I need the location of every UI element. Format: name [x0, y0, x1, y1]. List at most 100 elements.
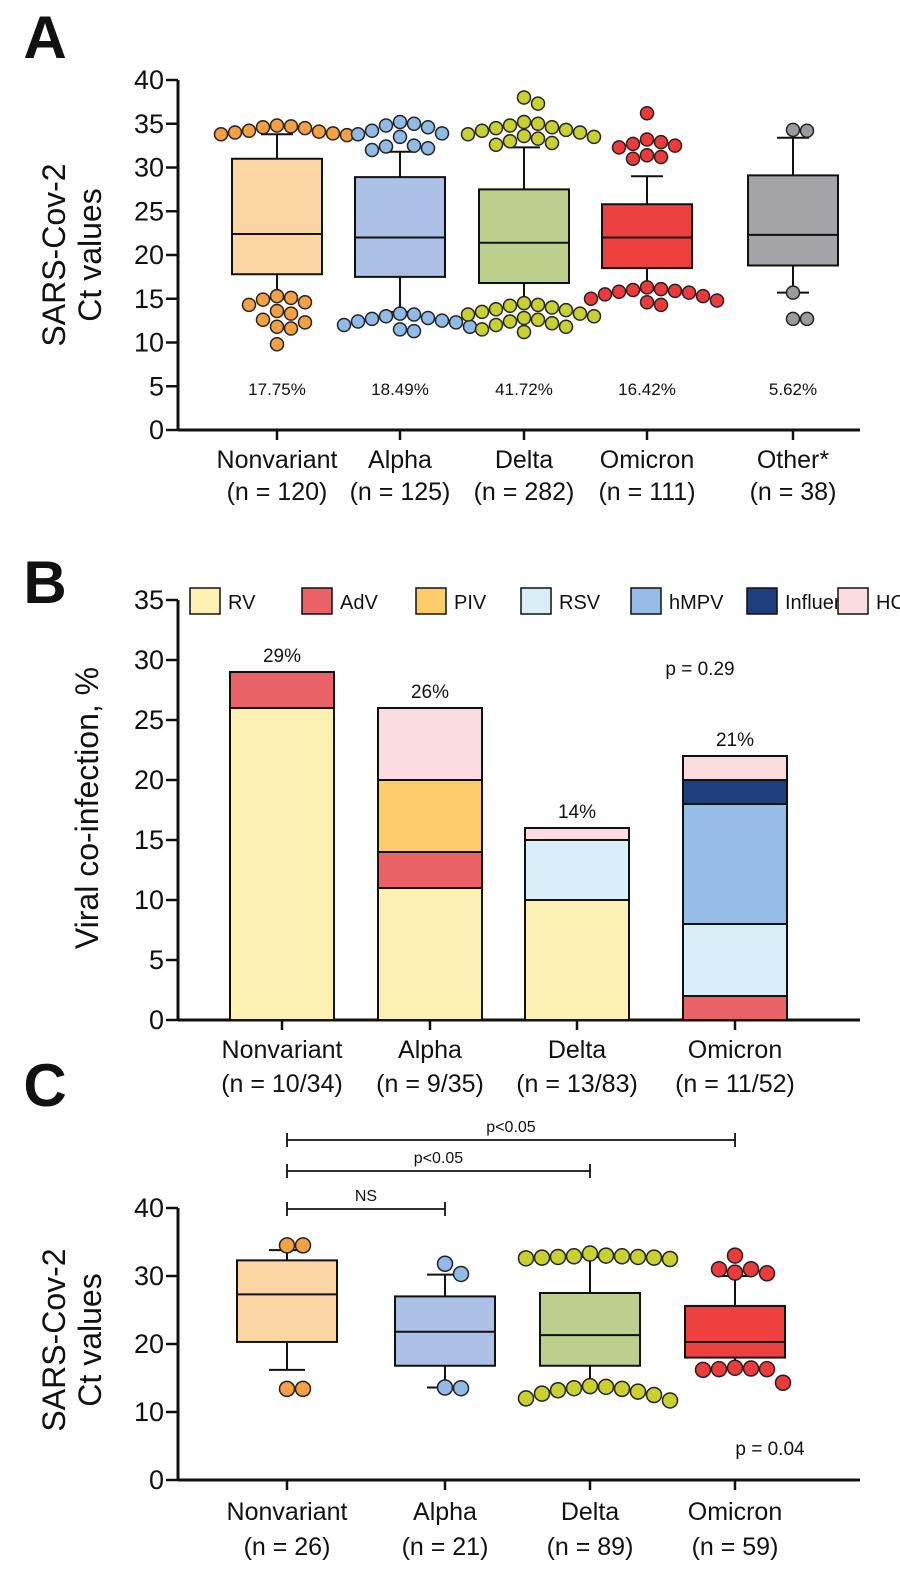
panel-label: A [23, 4, 66, 71]
box-alpha [394, 1255, 496, 1397]
outlier-point [565, 1248, 583, 1265]
outlier-point [297, 295, 313, 310]
x-category-label: Nonvariant [227, 1498, 348, 1526]
outlier-point [549, 1248, 567, 1266]
outlier-point [653, 134, 669, 150]
y-tick-label: 25 [134, 196, 164, 226]
outlier-point [530, 297, 546, 313]
bar-segment-adv [377, 851, 483, 889]
outlier-point [799, 311, 815, 327]
bar-total-label: 14% [558, 802, 596, 823]
box-iqr [747, 174, 839, 267]
outlier-point [364, 311, 380, 327]
x-category-n-label: (n = 38) [750, 478, 837, 506]
outlier-point [502, 314, 518, 329]
outlier-point [297, 120, 313, 136]
outlier-point [710, 1260, 728, 1278]
box-alpha [336, 114, 478, 339]
legend-swatch [301, 587, 333, 615]
bar-segment-hmpv [682, 803, 788, 925]
panel-label: B [23, 549, 66, 616]
bar-segment-hcov [524, 827, 630, 841]
outlier-point [653, 297, 669, 313]
outlier-point [645, 1386, 663, 1404]
outlier-point [434, 313, 450, 328]
outlier-point [502, 134, 518, 149]
outlier-point [278, 1380, 296, 1398]
y-tick-label: 35 [134, 585, 164, 615]
outlier-point [799, 123, 815, 138]
outlier-point [758, 1360, 776, 1378]
legend-label: PIV [454, 592, 487, 614]
bar-alpha [377, 707, 483, 1021]
outlier-point [488, 302, 504, 317]
outlier-point [758, 1265, 776, 1282]
p-value-annotation: p = 0.29 [665, 659, 734, 680]
outlier-point [283, 290, 299, 306]
outlier-point [269, 319, 285, 334]
outlier-point [502, 118, 518, 133]
outlier-point [625, 151, 641, 166]
y-tick-label: 15 [134, 825, 164, 855]
outlier-point [294, 1237, 312, 1254]
legend-label: AdV [340, 592, 378, 614]
outlier-point [325, 126, 341, 141]
bar-segment-adv [682, 995, 788, 1021]
bar-segment-influenza [682, 779, 788, 805]
y-tick-label: 10 [134, 328, 164, 358]
outlier-point [572, 125, 588, 140]
outlier-point [406, 323, 422, 339]
outlier-point [586, 309, 602, 324]
outlier-point [311, 124, 327, 139]
outlier-point [653, 281, 669, 297]
outlier-point [565, 1379, 583, 1397]
legend-item-rsv: RSV [520, 587, 601, 615]
x-category-n-label: (n = 111) [598, 478, 695, 506]
bar-total-label: 26% [411, 682, 449, 703]
x-category-n-label: (n = 120) [227, 478, 328, 506]
outlier-point [241, 297, 257, 313]
outlier-point [695, 288, 711, 304]
outlier-point [452, 1379, 470, 1397]
y-tick-label: 0 [149, 1005, 164, 1035]
outlier-point [549, 1381, 567, 1399]
percent-label: 5.62% [769, 380, 817, 399]
outlier-point [530, 96, 546, 111]
y-axis-label-line: Ct values [72, 1273, 108, 1406]
outlier-point [516, 324, 532, 340]
outlier-point [364, 142, 380, 158]
legend-swatch [746, 587, 778, 615]
outlier-point [639, 295, 655, 310]
y-tick-label: 35 [134, 109, 164, 139]
bar-segment-rv [229, 707, 335, 1021]
bracket-label: p<0.05 [414, 1150, 463, 1167]
legend-item-rv: RV [189, 587, 256, 615]
outlier-point [581, 1245, 599, 1262]
outlier-point [392, 322, 408, 337]
outlier-point [278, 1237, 296, 1254]
x-category-label: Delta [495, 446, 553, 474]
outlier-point [378, 309, 394, 324]
box-delta [460, 90, 602, 340]
significance-bracket: NS [286, 1188, 446, 1216]
outlier-point [558, 122, 574, 138]
outlier-point [726, 1359, 744, 1377]
outlier-point [611, 284, 627, 299]
p-value-annotation: p = 0.04 [735, 1439, 805, 1460]
bar-total-label: 21% [716, 730, 754, 751]
outlier-point [378, 139, 394, 154]
outlier-point [530, 131, 546, 146]
bar-total-label: 29% [263, 646, 301, 667]
outlier-point [452, 1265, 470, 1283]
outlier-point [533, 1249, 551, 1266]
legend: RVAdVPIVRSVhMPVInfluenzaHCoV [189, 587, 900, 615]
bar-segment-rsv [524, 839, 630, 901]
outlier-point [406, 138, 422, 153]
outlier-point [661, 1392, 679, 1409]
bar-nonvariant [229, 671, 335, 1021]
percent-label: 17.75% [248, 380, 306, 399]
x-category-n-label: (n = 125) [350, 478, 451, 506]
y-tick-label: 40 [134, 1193, 164, 1223]
outlier-point [558, 319, 574, 334]
bar-segment-rv [524, 899, 630, 1021]
